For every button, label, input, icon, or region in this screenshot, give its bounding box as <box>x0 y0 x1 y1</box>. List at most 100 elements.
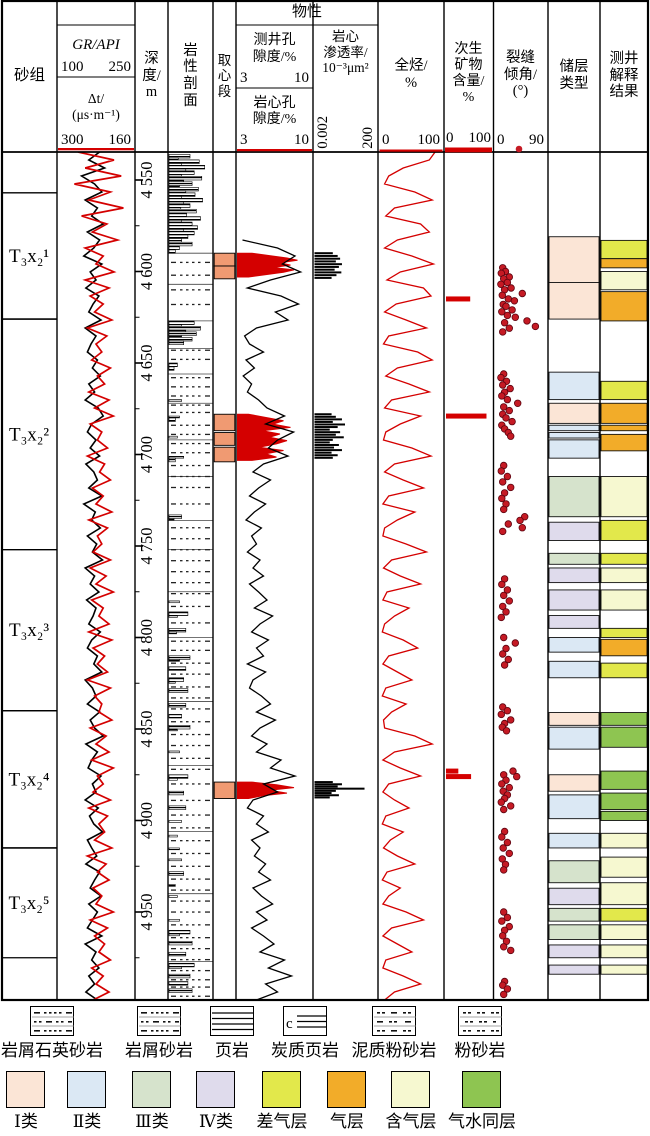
class-color-swatch <box>196 1071 235 1108</box>
reservoir-class-Ⅲ类 <box>548 860 600 884</box>
reservoir-class-Ⅲ类 <box>548 907 600 922</box>
lithology-legend-label: 粉砂岩 <box>454 1041 506 1060</box>
class-legend-label: Ⅰ类 <box>14 1112 38 1131</box>
reservoir-class-Ⅱ类 <box>548 832 600 849</box>
lithology-swatch-lithic-quartz-sandstone <box>30 1006 74 1036</box>
header-coring: 取 心 段 <box>217 52 232 99</box>
track-reservoir-type <box>548 236 600 975</box>
lithology-swatch-lithic-sandstone <box>137 1006 181 1036</box>
hydrocarbon-min: 0 <box>382 132 390 148</box>
svg-text:c: c <box>286 1016 293 1032</box>
reservoir-class-Ⅱ类 <box>548 660 600 679</box>
interpretation-气层 <box>600 638 648 657</box>
reservoir-class-Ⅱ类 <box>548 371 600 401</box>
gr-scale-min: 100 <box>61 59 84 75</box>
sand-group-label: T₃x₂⁴ <box>9 769 50 790</box>
interpretation-含气层 <box>600 882 648 906</box>
class-color-swatch <box>462 1071 501 1108</box>
class-legend-label: 气水同层 <box>448 1112 516 1131</box>
interpretation-气层 <box>600 433 648 452</box>
interpretation-含气层 <box>600 589 648 611</box>
reservoir-class-Ⅰ类 <box>548 774 600 792</box>
hydrocarbon-max: 100 <box>417 132 441 148</box>
header-gr: GR/API 100 250 <box>61 37 132 75</box>
reservoir-class-Ⅳ类 <box>548 944 600 959</box>
permeability-min: 0.002 <box>315 116 331 149</box>
interpretation-气层 <box>600 424 648 432</box>
track-depth-axis: 4 550 4 600 4 650 4 700 4 750 4 800 4 850 4 900… <box>135 161 156 959</box>
class-legend-label: 差气层 <box>256 1112 308 1131</box>
reservoir-class-Ⅱ类 <box>548 726 600 750</box>
header-lithology: 岩 性 剖 面 <box>183 42 198 109</box>
plot-borders <box>0 0 650 1002</box>
interpretation-差气层 <box>600 552 648 565</box>
reservoir-class-Ⅳ类 <box>548 567 600 584</box>
interpretation-气水同层 <box>600 726 648 748</box>
lithology-legend-label: 页岩 <box>215 1041 249 1060</box>
track-fracture-dip <box>497 264 540 999</box>
interpretation-差气层 <box>600 380 648 401</box>
interpretation-差气层 <box>600 907 648 922</box>
class-color-swatch <box>67 1071 106 1108</box>
header-log-porosity: 测井孔 隙度/% 3 10 <box>240 33 309 86</box>
dip-max: 90 <box>529 132 544 148</box>
interpretation-含气层 <box>600 856 648 878</box>
sand-group-label: T₃x₂¹ <box>9 246 49 267</box>
header-core-permeability: 岩心 渗透率/ 10⁻³μm² 0.002 200 <box>315 29 376 149</box>
track-sand-groups: T₃x₂¹ T₃x₂² T₃x₂³ T₃x₂⁴ T₃x₂⁵ <box>2 192 57 959</box>
sand-group-label: T₃x₂³ <box>9 620 49 641</box>
lithology-swatch-shale <box>210 1006 254 1036</box>
core-porosity-scale-redline <box>237 149 312 152</box>
reservoir-class-Ⅰ类 <box>548 712 600 726</box>
core-porosity-max: 10 <box>294 132 309 148</box>
header-sand-group: 砂组 <box>13 67 45 85</box>
interpretation-气水同层 <box>600 810 648 821</box>
interpretation-气水同层 <box>600 712 648 726</box>
track-porosity <box>237 239 303 1000</box>
class-legend-label: Ⅲ类 <box>135 1112 169 1131</box>
lithology-swatch-siltstone <box>458 1006 502 1036</box>
header-secondary-mineral: 次生 矿物 含量/ % 0 100 <box>446 41 492 146</box>
depth-label: 4 850 <box>137 710 156 747</box>
log-porosity-min: 3 <box>240 70 248 86</box>
header-depth: 深 度/ m <box>142 50 161 101</box>
depth-label: 4 550 <box>137 161 156 198</box>
dt-scale-redline <box>58 148 134 151</box>
dip-min: 0 <box>497 132 505 148</box>
track-total-hydrocarbon <box>381 152 436 1000</box>
reservoir-class-Ⅲ类 <box>548 924 600 940</box>
interpretation-差气层 <box>600 239 648 260</box>
reservoir-class-Ⅳ类 <box>548 887 600 906</box>
dt-scale-min: 300 <box>61 132 84 148</box>
header-interpretation: 测井 解释 结果 <box>609 50 639 101</box>
class-color-swatch <box>327 1071 366 1108</box>
sand-group-label: T₃x₂⁵ <box>9 893 50 914</box>
interpretation-差气层 <box>600 662 648 679</box>
track-permeability <box>314 252 365 799</box>
hydrocarbon-scale-redline <box>379 149 443 152</box>
class-legend-label: Ⅱ类 <box>72 1112 102 1131</box>
depth-label: 4 800 <box>137 619 156 656</box>
interpretation-含气层 <box>600 476 648 518</box>
mineral-max: 100 <box>468 130 492 146</box>
class-legend-label: Ⅳ类 <box>199 1112 233 1131</box>
interpretation-含气层 <box>600 567 648 584</box>
gr-scale-max: 250 <box>108 59 132 75</box>
class-color-swatch <box>6 1071 45 1108</box>
depth-label: 4 700 <box>137 436 156 473</box>
mineral-min: 0 <box>446 130 454 146</box>
reservoir-class-Ⅰ类 <box>548 402 600 424</box>
interpretation-含气层 <box>600 924 648 940</box>
header-scale-markers <box>58 145 523 153</box>
track-secondary-mineral <box>446 296 487 780</box>
header-total-hydrocarbon: 全烃/ % 0 100 <box>382 58 441 148</box>
interpretation-差气层 <box>600 519 648 541</box>
reservoir-class-Ⅲ类 <box>548 552 600 565</box>
interpretation-含气层 <box>600 832 648 849</box>
track-gr-dt-curves <box>74 152 124 1000</box>
header-fracture-dip: 裂缝 倾角/ (°) 0 90 <box>497 49 544 148</box>
reservoir-class-Ⅳ类 <box>548 589 600 611</box>
reservoir-class-Ⅱ类 <box>548 794 600 820</box>
